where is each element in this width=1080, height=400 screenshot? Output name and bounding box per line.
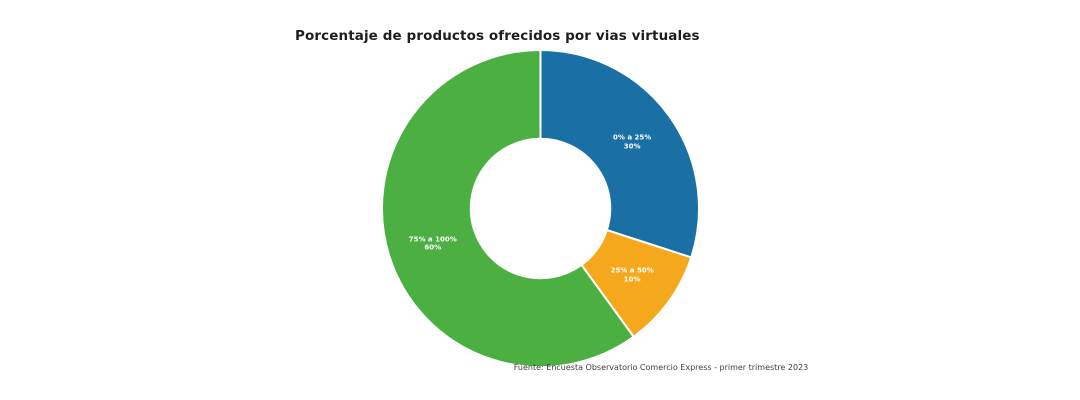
chart-title: Porcentaje de productos ofrecidos por vi… (295, 28, 700, 44)
pie-slice-0 (539, 49, 700, 259)
donut-slices (381, 49, 700, 368)
pie-slice-2 (381, 49, 635, 368)
source-note: Fuente: Encuesta Observatorio Comercio E… (513, 363, 809, 372)
